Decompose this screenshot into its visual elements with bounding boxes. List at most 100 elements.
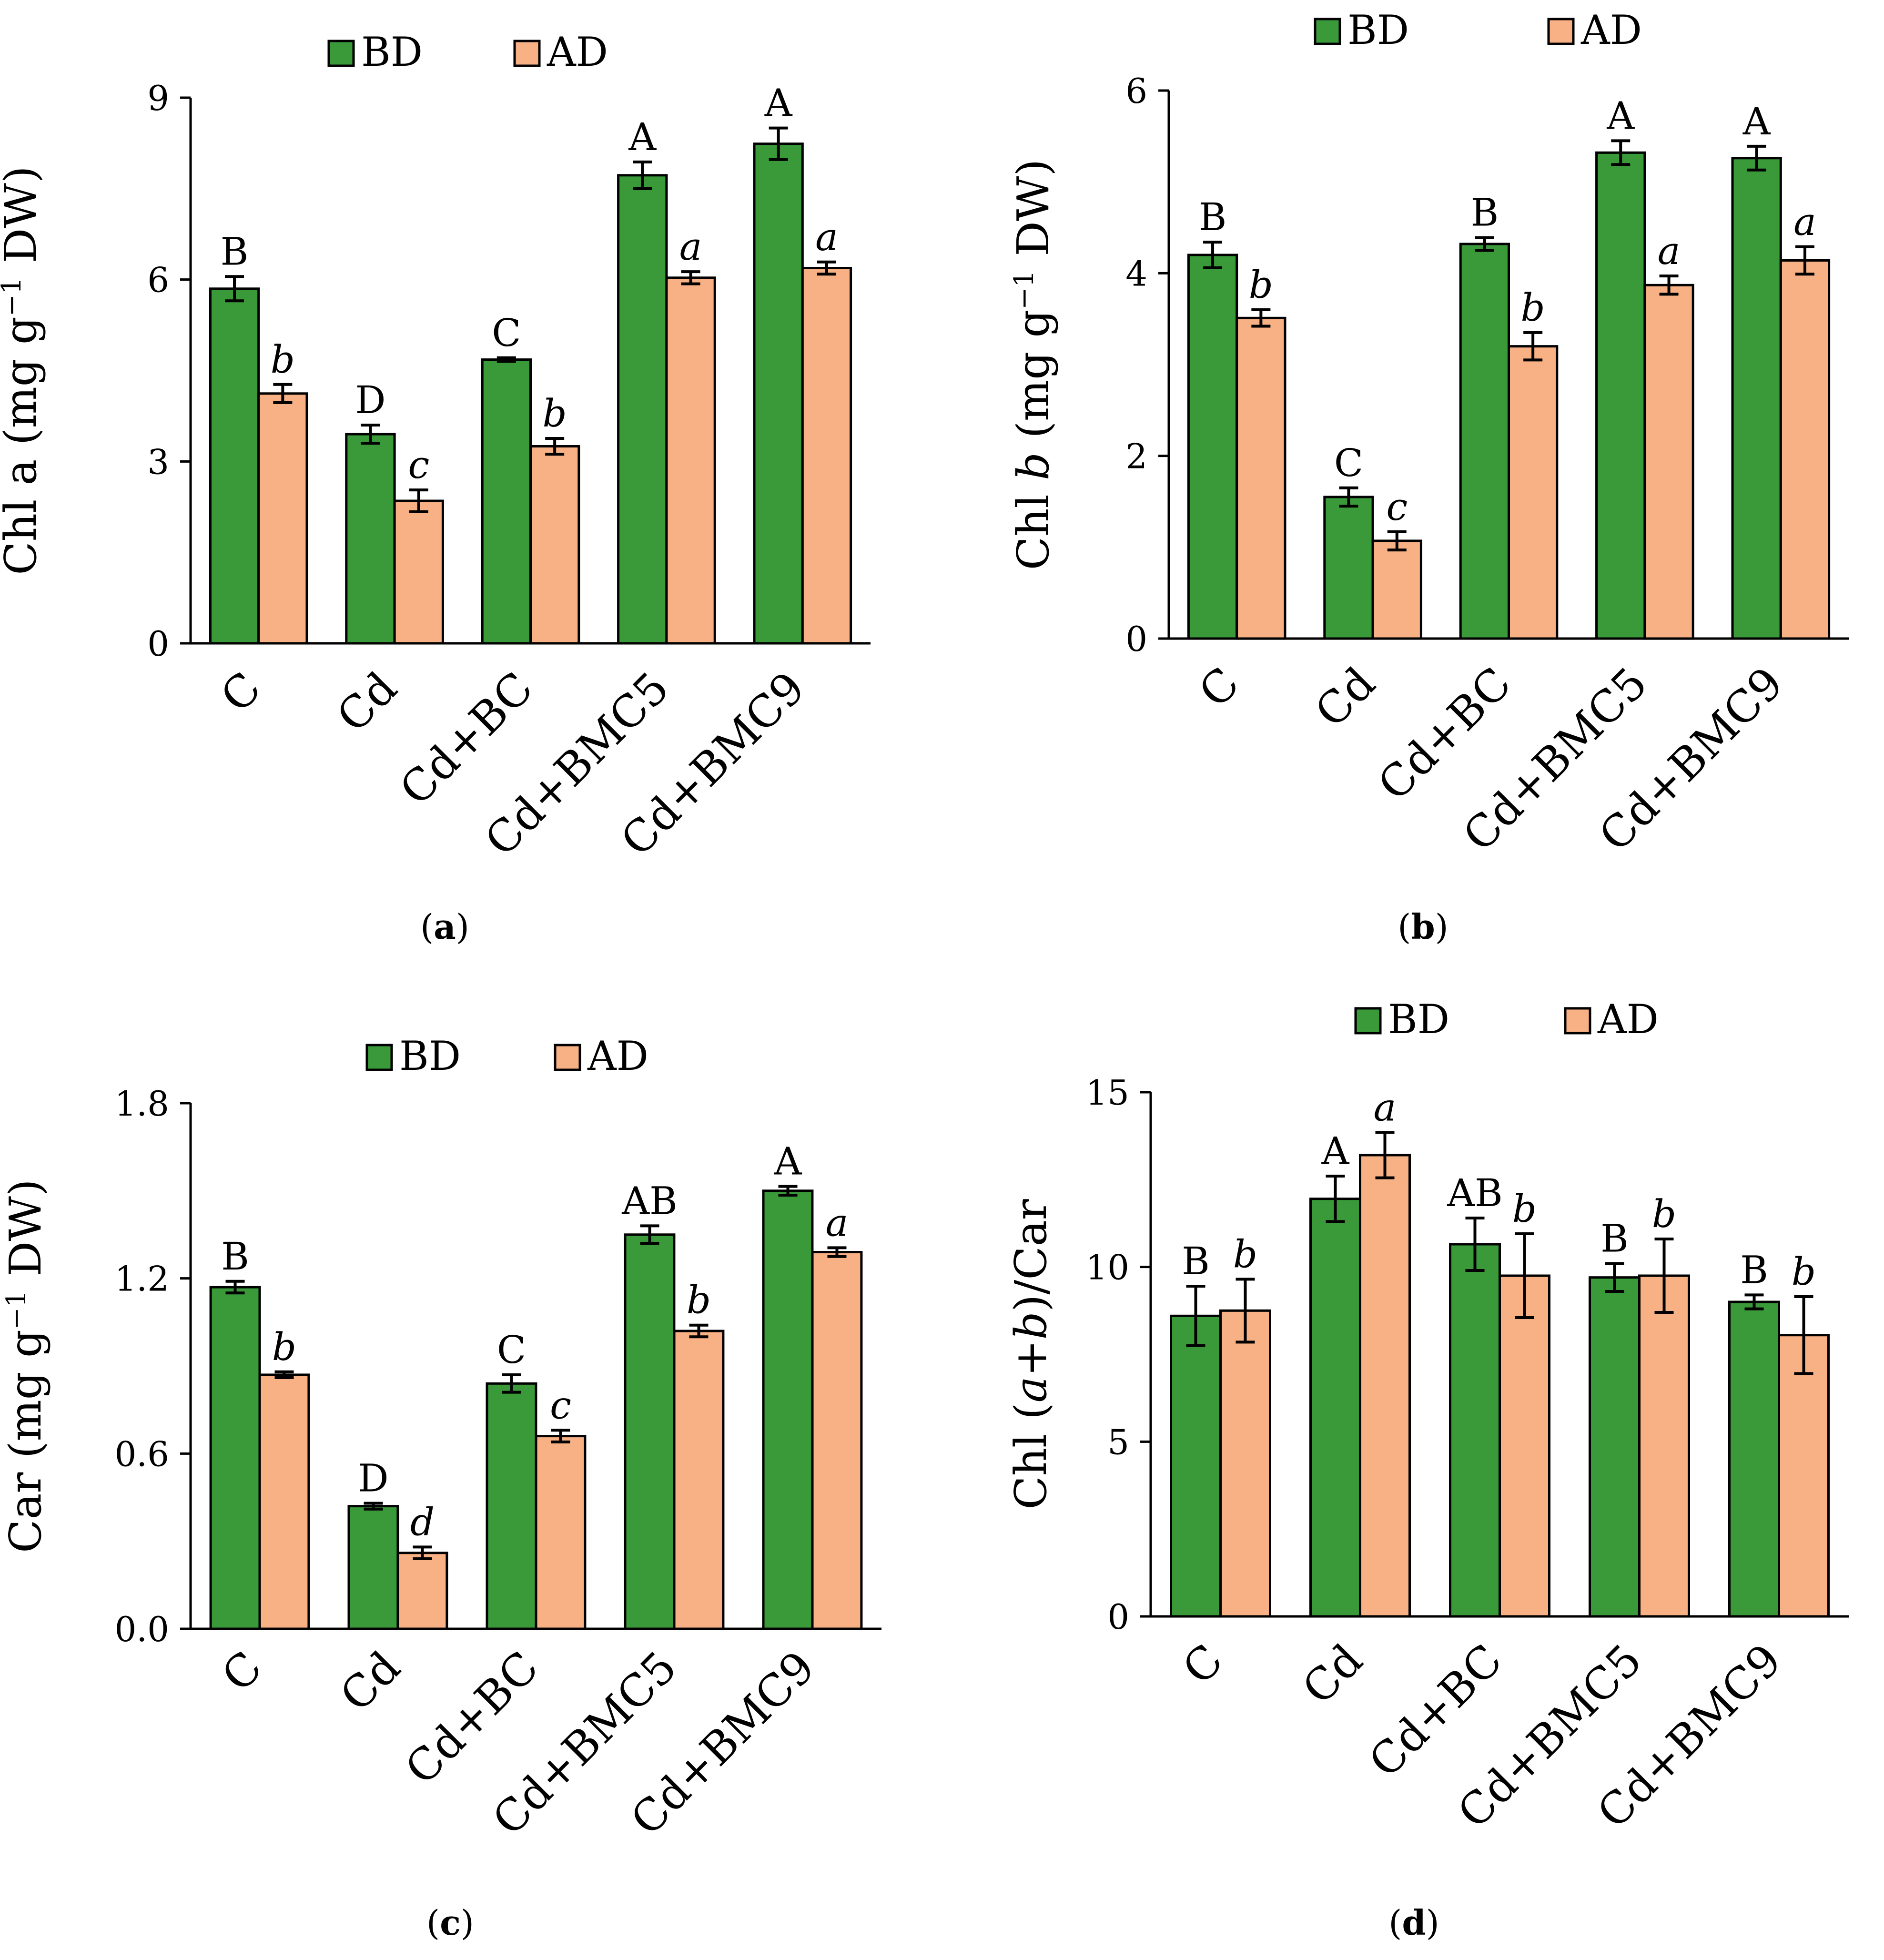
bar-ad-2	[529, 445, 580, 645]
x-tick-label: C	[211, 662, 271, 722]
y-tick-label: 1.2	[114, 1259, 169, 1299]
y-axis-title-part: )/Car	[1005, 1199, 1056, 1311]
bar-ad-1	[393, 499, 444, 645]
y-axis-title-part: DW)	[0, 1179, 51, 1290]
bar-ad-4	[801, 267, 852, 645]
bar-ad-4	[1779, 259, 1831, 640]
x-tick-label: C	[212, 1642, 272, 1701]
significance-letter: AB	[621, 1178, 678, 1223]
y-axis-title-part: Chl	[1008, 480, 1059, 570]
legend-swatch-bd	[1314, 18, 1341, 45]
panel-label-close: )	[461, 1903, 474, 1943]
y-axis-title-part: Chl (	[1005, 1402, 1056, 1509]
bar-ad-2	[1508, 345, 1559, 640]
significance-letter: a	[1793, 200, 1816, 244]
y-tick-label: 6	[147, 260, 169, 300]
bar-ad-2	[535, 1435, 587, 1630]
significance-letter: D	[355, 378, 385, 422]
x-tick-label: Cd	[330, 1642, 410, 1721]
y-tick-label: 4	[1125, 254, 1147, 294]
x-tick-label: C	[1189, 658, 1249, 717]
panel-label-open: (	[1388, 1903, 1402, 1943]
y-axis-title-part: a	[1005, 1377, 1056, 1403]
legend-label: BD	[1347, 7, 1409, 53]
legend-label: AD	[547, 29, 608, 75]
y-axis-title-part: −1	[1009, 270, 1040, 310]
panel-label: (b)	[1398, 906, 1448, 947]
significance-letter: B	[1470, 191, 1499, 235]
significance-letter: B	[221, 229, 249, 274]
panel-label: (c)	[426, 1902, 474, 1943]
significance-letter: b	[271, 337, 295, 382]
significance-letter: a	[1658, 229, 1681, 273]
panel-label: (a)	[420, 906, 469, 947]
significance-letter: b	[1249, 263, 1273, 307]
bar-bd-1	[1309, 1198, 1361, 1618]
significance-letter: A	[1606, 93, 1635, 138]
significance-letter: a	[1374, 1085, 1397, 1129]
y-tick-label: 5	[1107, 1422, 1129, 1462]
bar-bd-3	[624, 1233, 676, 1630]
panel-label-open: (	[1398, 907, 1411, 947]
bar-ad-4	[811, 1251, 863, 1630]
significance-letter: b	[543, 391, 567, 436]
bar-bd-0	[209, 1286, 261, 1630]
bar-bd-4	[1731, 157, 1782, 640]
panel-label-open: (	[426, 1903, 440, 1943]
y-tick-label: 0	[147, 624, 169, 664]
bar-bd-4	[753, 142, 804, 645]
significance-letter: a	[679, 224, 702, 269]
significance-letter: c	[550, 1383, 571, 1427]
bar-bd-3	[617, 174, 668, 645]
significance-letter: b	[1652, 1192, 1676, 1236]
significance-letter: b	[687, 1278, 711, 1322]
y-tick-label: 0.0	[114, 1609, 169, 1649]
significance-letter: A	[1742, 99, 1771, 143]
bar-ad-3	[1638, 1274, 1690, 1618]
bar-bd-4	[762, 1189, 814, 1630]
significance-letter: c	[1386, 485, 1408, 529]
legend-label: BD	[361, 29, 423, 75]
significance-letter: B	[1199, 195, 1227, 239]
y-axis-title-part: −1	[0, 277, 27, 317]
bar-ad-1	[1371, 539, 1422, 640]
significance-letter: AB	[1447, 1171, 1503, 1215]
bar-ad-0	[257, 392, 308, 645]
significance-letter: B	[1740, 1248, 1768, 1292]
y-axis-title: Car (mg g−1 DW)	[0, 1179, 51, 1553]
y-axis-title: Chl a (mg g−1 DW)	[0, 166, 46, 575]
significance-letter: B	[1182, 1239, 1210, 1283]
legend-label: BD	[399, 1033, 461, 1079]
y-axis-title-part: +	[1005, 1340, 1056, 1376]
y-tick-label: 3	[147, 442, 169, 482]
bar-ad-0	[258, 1373, 310, 1630]
bar-bd-4	[1728, 1300, 1780, 1618]
panel-label-close: )	[1435, 907, 1448, 947]
bar-bd-2	[1449, 1243, 1501, 1618]
y-axis-title-part: DW)	[0, 166, 46, 277]
bar-bd-3	[1595, 151, 1646, 640]
significance-letter: b	[1792, 1249, 1816, 1294]
legend-swatch-ad	[554, 1044, 581, 1071]
panel-label-letter: b	[1411, 906, 1435, 947]
bar-ad-3	[665, 276, 716, 645]
y-tick-label: 0	[1107, 1597, 1129, 1637]
significance-letter: b	[272, 1325, 296, 1369]
y-axis-title-part: Chl a (mg g	[0, 316, 46, 575]
significance-letter: C	[497, 1328, 526, 1372]
significance-letter: C	[1334, 441, 1363, 485]
y-tick-label: 6	[1125, 71, 1147, 111]
legend-label: AD	[1597, 996, 1659, 1043]
bar-bd-0	[1187, 254, 1238, 640]
y-tick-label: 10	[1085, 1248, 1129, 1288]
y-axis-title-part: (mg g	[1008, 310, 1059, 452]
legend-label: AD	[587, 1033, 648, 1079]
panel-label-open: (	[420, 907, 434, 947]
bar-ad-1	[396, 1552, 448, 1630]
x-tick-label: C	[1173, 1635, 1233, 1694]
x-tick-label: Cd	[327, 662, 407, 742]
x-tick-label: Cd	[1293, 1635, 1372, 1714]
